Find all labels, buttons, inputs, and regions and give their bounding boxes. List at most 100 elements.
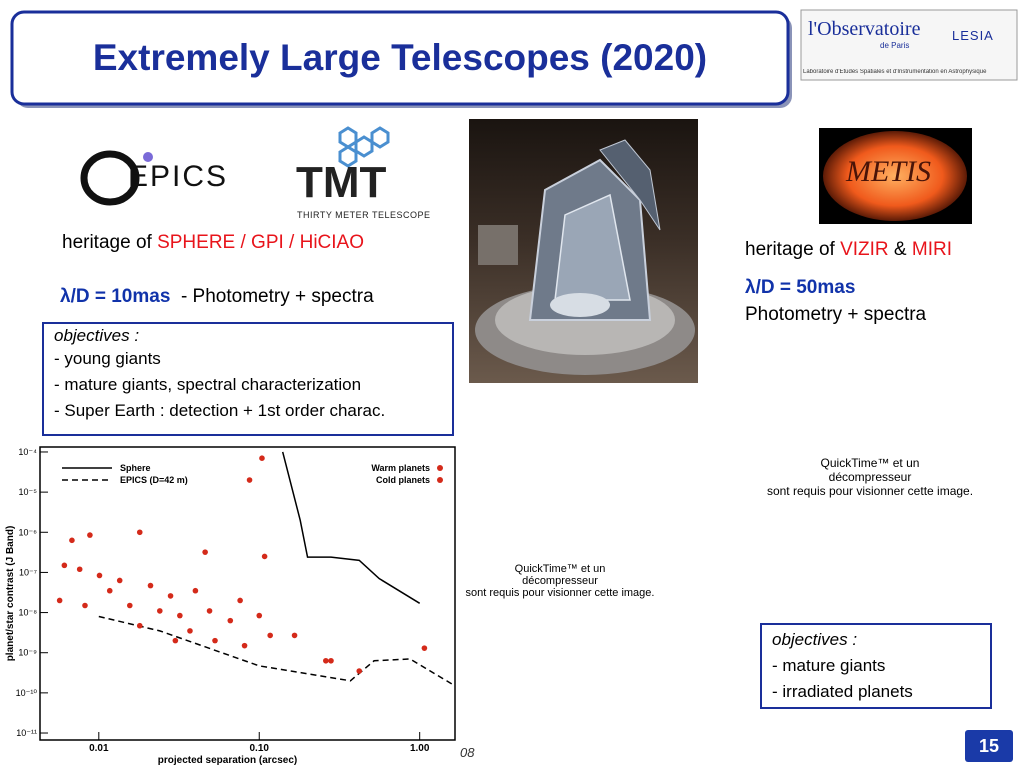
- objective-item: - Super Earth : detection + 1st order ch…: [54, 401, 386, 420]
- planet-point: [61, 562, 68, 569]
- contrast-curve: [281, 451, 421, 604]
- placeholder-line: sont requis pour visionner cette image.: [465, 587, 655, 599]
- planet-point: [172, 637, 179, 644]
- objective-item: - young giants: [54, 349, 161, 368]
- objective-item: - irradiated planets: [772, 682, 913, 701]
- x-axis-label: projected separation (arcsec): [158, 755, 298, 766]
- planet-point: [177, 612, 183, 619]
- planet-point: [187, 628, 193, 634]
- y-tick-label: 10⁻¹¹: [16, 728, 37, 738]
- left-heritage: heritage of SPHERE / GPI / HiCIAO: [62, 232, 364, 254]
- legend-marker: [437, 477, 443, 483]
- legend-label: EPICS (D=42 m): [120, 475, 188, 485]
- slide-title: Extremely Large Telescopes (2020): [92, 37, 708, 78]
- planet-point: [106, 587, 113, 594]
- objectives-title: objectives :: [772, 630, 858, 649]
- planet-point: [136, 622, 143, 629]
- planet-point: [421, 645, 428, 651]
- placeholder-line: sont requis pour visionner cette image.: [766, 484, 974, 498]
- legend-label: Cold planets: [376, 475, 430, 485]
- media-placeholder: QuickTime™ et un décompresseur sont requ…: [440, 563, 680, 599]
- x-tick-label: 0.10: [250, 743, 270, 754]
- logo-caption: Laboratoire d'Études Spatiales et d'Inst…: [803, 69, 987, 75]
- planet-point: [82, 602, 88, 609]
- planet-point: [241, 642, 248, 649]
- title-box: [10, 10, 790, 106]
- right-resolution: λ/D = 50mas: [745, 277, 856, 298]
- planet-point: [323, 657, 329, 664]
- page-number: 15: [978, 735, 1000, 756]
- planet-point: [136, 529, 143, 536]
- x-tick-label: 1.00: [410, 743, 430, 754]
- left-specs: λ/D = 10mas - Photometry + spectra: [60, 286, 374, 308]
- heritage-prefix: heritage of: [62, 232, 152, 253]
- legend-label: Sphere: [120, 463, 151, 473]
- metis-logo: METIS: [846, 155, 931, 188]
- planet-point: [126, 602, 133, 609]
- planet-point: [212, 637, 218, 644]
- plot-background: [22, 440, 458, 768]
- y-axis-label: planet/star contrast (J Band): [5, 526, 16, 662]
- y-tick-label: 10⁻⁹: [18, 648, 37, 658]
- planet-point: [267, 632, 273, 639]
- planet-point: [167, 593, 174, 599]
- planet-point: [237, 597, 243, 604]
- planet-point: [256, 612, 263, 619]
- heritage-first: VIZIR: [840, 239, 889, 260]
- heritage-second: MIRI: [911, 239, 952, 260]
- placeholder-line: QuickTime™ et un: [820, 456, 920, 470]
- planet-point: [291, 632, 298, 639]
- footer-date: 08: [460, 745, 475, 760]
- placeholder-line: décompresseur: [522, 575, 598, 587]
- planet-point: [157, 608, 163, 614]
- logo-lab: LESIA: [952, 28, 994, 43]
- right-mode: Photometry + spectra: [745, 304, 927, 325]
- logo-frame: [800, 9, 1018, 81]
- placeholder-line: décompresseur: [828, 470, 912, 484]
- planet-point: [227, 617, 234, 624]
- telescope-structure: [475, 139, 695, 375]
- planet-point: [259, 455, 265, 461]
- heritage-joiner: &: [893, 239, 907, 260]
- heritage-prefix: heritage of: [745, 239, 835, 260]
- objective-item: - mature giants, spectral characterizati…: [54, 375, 362, 394]
- heritage-instruments: SPHERE / GPI / HiCIAO: [157, 232, 365, 253]
- epics-logo-ring: [80, 150, 140, 206]
- right-objectives: objectives : - mature giants - irradiate…: [760, 623, 992, 709]
- epics-logo-dot: [143, 152, 153, 162]
- y-tick-label: 10⁻⁵: [19, 487, 38, 497]
- planet-point: [116, 577, 123, 584]
- right-heritage: heritage of VIZIR & MIRI: [745, 239, 952, 261]
- planet-point: [56, 597, 63, 604]
- tmt-logo-hex: [338, 126, 390, 168]
- planet-point: [328, 657, 334, 664]
- legend-label: Warm planets: [371, 463, 430, 473]
- x-tick-label: 0.01: [89, 743, 109, 754]
- page-number-box: [965, 730, 1013, 762]
- placeholder-line: QuickTime™ et un: [514, 563, 606, 575]
- left-resolution: λ/D = 10mas: [60, 286, 171, 307]
- planet-point: [96, 572, 103, 579]
- logo-name: l'Observatoire: [808, 18, 921, 40]
- planet-point: [206, 608, 213, 614]
- planet-point: [87, 532, 93, 538]
- y-tick-label: 10⁻¹⁰: [16, 688, 38, 698]
- tmt-logo: TMT: [296, 158, 387, 207]
- plot-frame: [39, 446, 456, 741]
- tmt-caption: THIRTY METER TELESCOPE: [297, 210, 431, 220]
- objective-item: - mature giants: [772, 656, 886, 675]
- planet-point: [356, 668, 363, 674]
- planet-point: [192, 587, 199, 594]
- planet-point: [202, 549, 208, 555]
- epics-logo: EPICS: [128, 160, 229, 193]
- planet-point: [261, 553, 268, 560]
- left-objectives: objectives : - young giants - mature gia…: [42, 322, 454, 436]
- planet-point: [69, 537, 75, 544]
- contrast-curve: [98, 615, 456, 687]
- y-tick-label: 10⁻⁷: [19, 567, 37, 577]
- legend-marker: [437, 465, 443, 471]
- planet-point: [147, 582, 154, 589]
- y-tick-label: 10⁻⁶: [19, 527, 38, 537]
